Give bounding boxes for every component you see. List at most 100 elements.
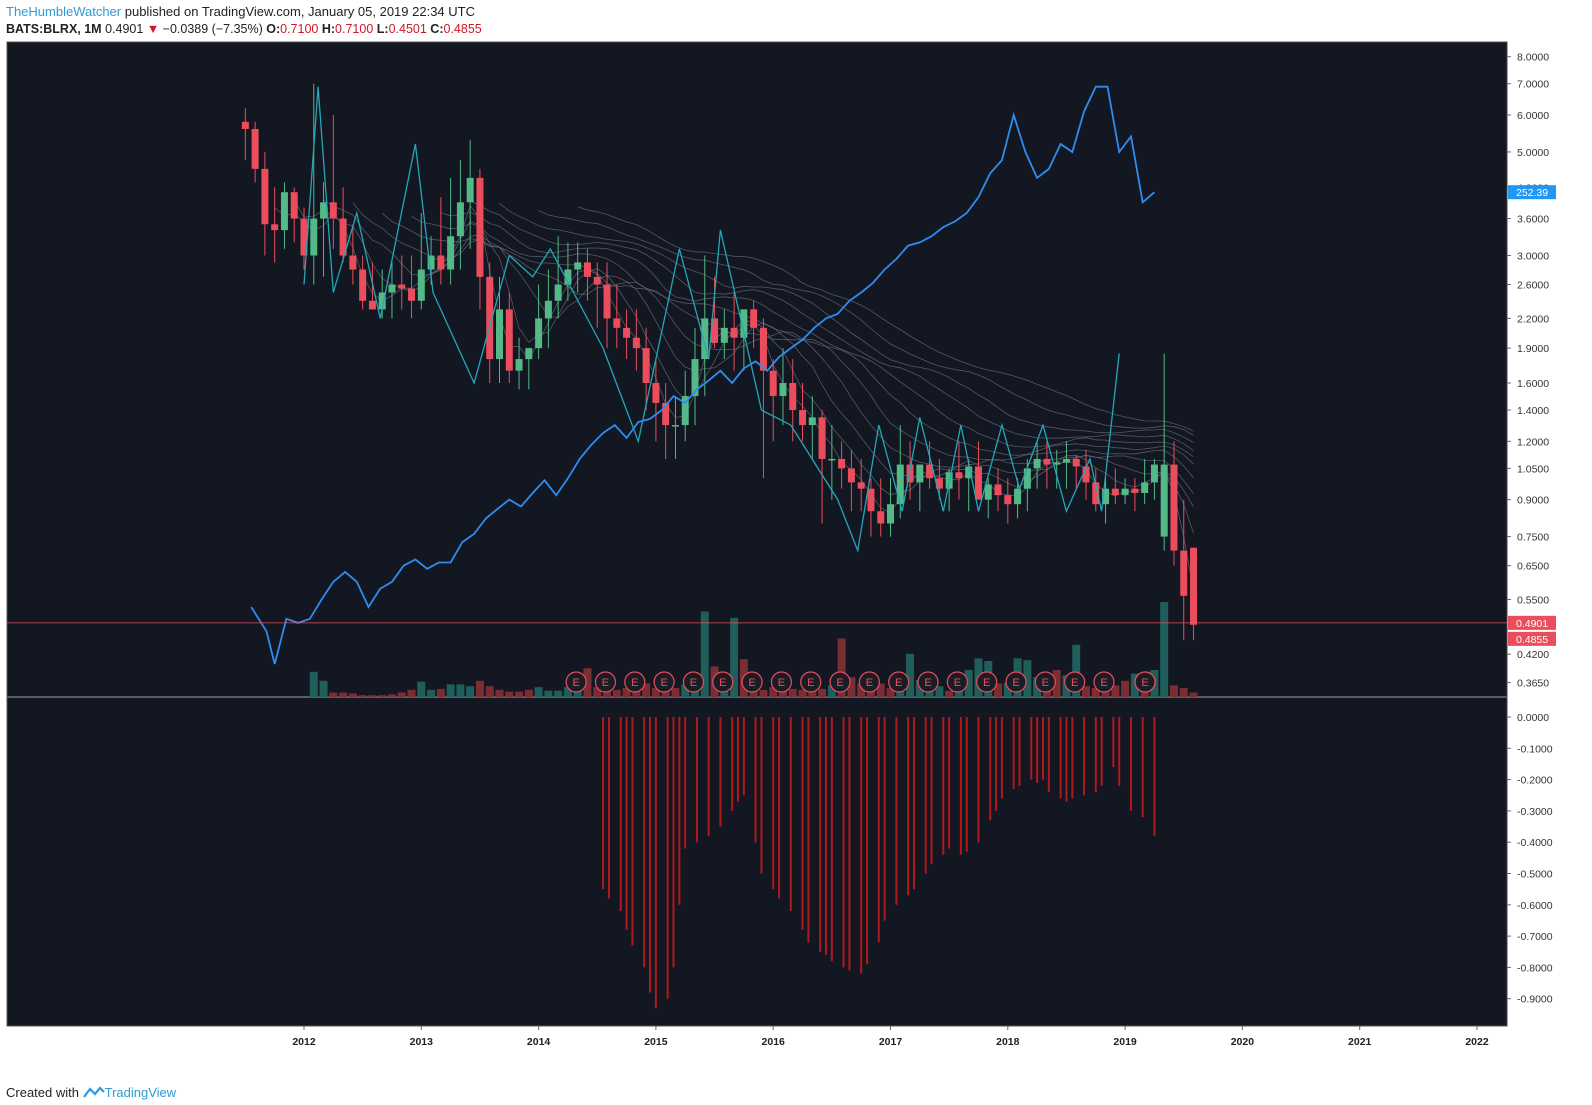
earnings-label: E — [983, 677, 990, 689]
candle-body — [1170, 464, 1178, 551]
candle-body — [720, 327, 728, 343]
osc-tick-label: -0.1000 — [1517, 743, 1553, 755]
ma-ribbon-line — [352, 202, 1194, 494]
candle-body — [926, 464, 934, 479]
volume-bar — [573, 689, 582, 697]
oscillator-pane — [7, 697, 1507, 1026]
price-tick-label: 1.9000 — [1517, 343, 1549, 355]
volume-bar — [857, 683, 866, 697]
earnings-label: E — [1012, 677, 1019, 689]
candle-body — [1121, 488, 1129, 496]
candle-body — [1053, 462, 1061, 465]
volume-bar — [1082, 686, 1090, 697]
earnings-label: E — [895, 677, 902, 689]
candle-body — [505, 309, 513, 371]
earnings-label: E — [631, 677, 638, 689]
volume-bar — [1091, 688, 1100, 697]
volume-bar — [495, 689, 504, 697]
candle-body — [994, 484, 1002, 496]
time-tick-label: 2013 — [410, 1036, 434, 1048]
candle-body — [789, 382, 797, 411]
candle-body — [339, 218, 347, 256]
candle-body — [711, 318, 719, 343]
candle-body — [632, 337, 640, 349]
last-price-badge — [1508, 615, 1556, 630]
earnings-icon — [653, 671, 675, 693]
candle-body — [593, 276, 601, 285]
candle-body — [1072, 458, 1080, 467]
price-tick-label: 2.2000 — [1517, 313, 1549, 325]
author-link[interactable]: TheHumbleWatcher — [6, 4, 122, 19]
price-tick-label: 3.0000 — [1517, 251, 1549, 263]
candle-body — [759, 327, 767, 371]
candle-body — [1141, 482, 1149, 493]
time-tick-label: 2015 — [644, 1036, 668, 1048]
candle-body — [271, 224, 279, 231]
volume-bar — [847, 677, 856, 697]
price-tick-label: 0.5500 — [1517, 594, 1549, 606]
candle-body — [290, 192, 298, 219]
last-price: 0.4901 — [105, 22, 144, 36]
candle-body — [525, 348, 533, 360]
earnings-icon — [829, 671, 851, 693]
volume-bar — [788, 688, 797, 697]
blue-price-text: 252.39 — [1516, 187, 1548, 199]
candle-body — [329, 202, 337, 219]
close-label: C: — [430, 22, 444, 36]
candle-body — [1160, 464, 1168, 537]
volume-bar — [348, 693, 357, 697]
volume-bar — [945, 690, 954, 697]
candle-body — [838, 458, 846, 469]
time-tick-label: 2017 — [879, 1036, 903, 1048]
price-tick-label: 1.0500 — [1517, 463, 1549, 475]
earnings-icon — [1005, 671, 1027, 693]
earnings-icon — [594, 671, 617, 693]
earnings-icon — [1034, 671, 1056, 693]
time-tick-label: 2019 — [1113, 1036, 1137, 1048]
time-tick-label: 2016 — [762, 1036, 786, 1048]
earnings-label: E — [1071, 677, 1078, 689]
volume-bar — [632, 688, 641, 697]
candle-body — [437, 255, 445, 270]
osc-tick-label: -0.5000 — [1517, 869, 1553, 881]
candle-body — [408, 288, 416, 301]
price-tick-label: 3.6000 — [1517, 214, 1549, 226]
earnings-label: E — [690, 677, 697, 689]
volume-bar — [466, 686, 475, 697]
volume-bar — [534, 687, 543, 697]
earnings-label: E — [748, 677, 755, 689]
earnings-label: E — [924, 677, 931, 689]
candle-body — [916, 464, 924, 483]
earnings-icon — [800, 671, 822, 693]
earnings-icon — [917, 671, 939, 693]
volume-bar — [964, 670, 973, 697]
candle-body — [241, 121, 249, 129]
earnings-label: E — [1042, 677, 1049, 689]
candle-body — [867, 488, 875, 512]
price-tick-label: 0.4200 — [1517, 649, 1549, 661]
candle-body — [974, 466, 982, 500]
earnings-icon — [682, 671, 705, 693]
candle-body — [1150, 464, 1158, 483]
time-tick-label: 2012 — [292, 1036, 316, 1048]
symbol: BATS:BLRX, 1M — [6, 22, 102, 36]
candle-body — [261, 168, 269, 225]
published-text: published on TradingView.com, January 05… — [121, 4, 475, 19]
candle-body — [896, 464, 904, 505]
osc-tick-label: -0.8000 — [1517, 962, 1553, 974]
volume-bar — [593, 687, 602, 697]
volume-bar — [651, 688, 660, 697]
high-label: H: — [321, 22, 336, 36]
price-tick-label: 0.6500 — [1517, 561, 1549, 573]
close-value: 0.4855 — [443, 22, 482, 36]
earnings-icon — [976, 671, 998, 693]
candle-body — [1023, 468, 1031, 489]
candle-body — [642, 348, 650, 383]
tradingview-link[interactable]: TradingView — [104, 1085, 177, 1100]
volume-bar — [642, 683, 651, 697]
volume-bar — [485, 686, 494, 697]
volume-bar — [427, 689, 436, 697]
candle-body — [280, 192, 288, 231]
volume-bar — [994, 683, 1003, 697]
